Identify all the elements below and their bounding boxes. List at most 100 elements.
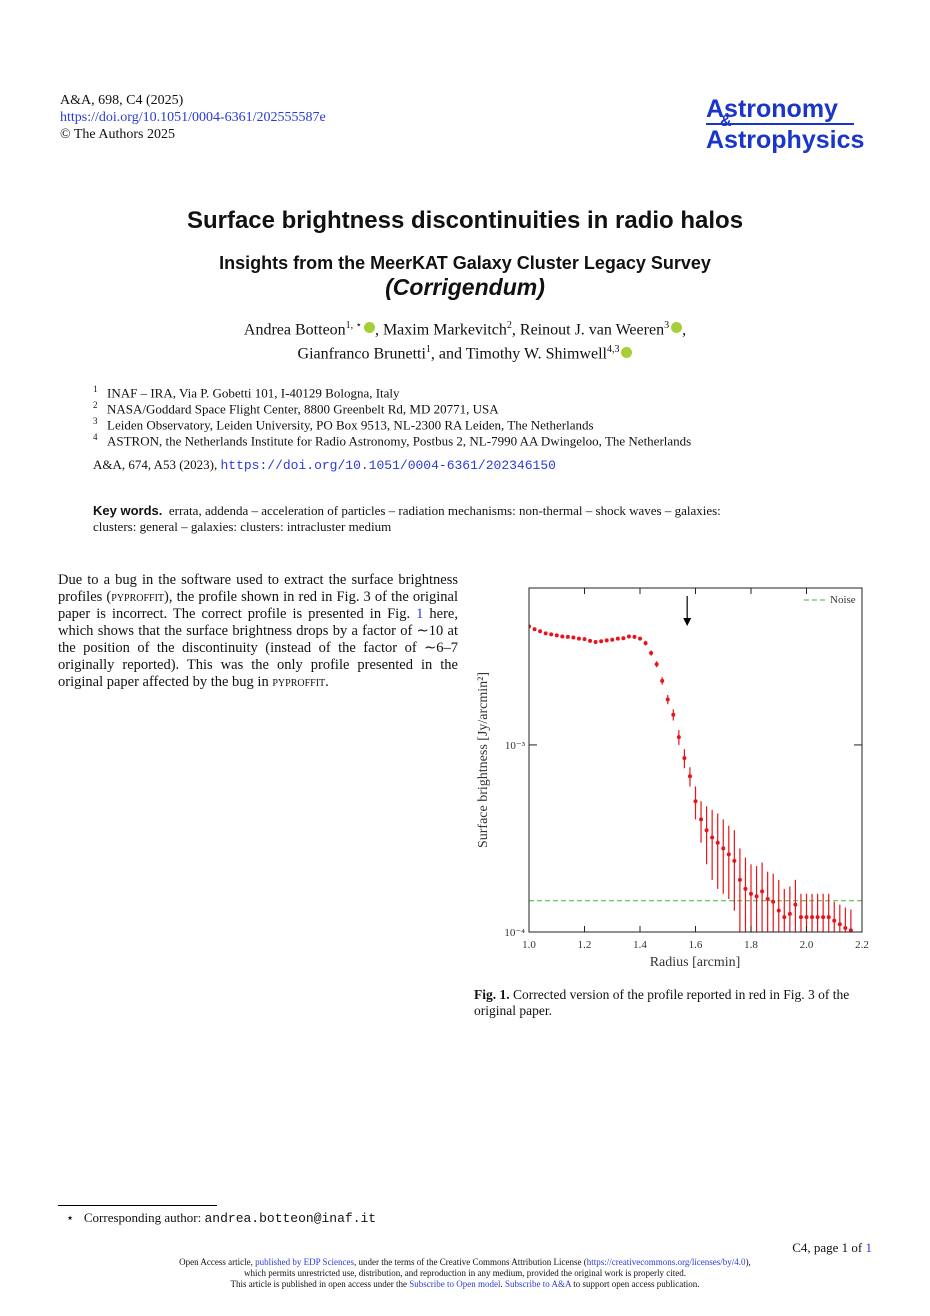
link[interactable]: published by EDP Sciences [255, 1257, 355, 1267]
data-point [826, 915, 831, 920]
separator: , [374, 321, 379, 339]
author: Timothy W. Shimwell [465, 345, 607, 363]
orcid-icon[interactable] [621, 346, 633, 358]
data-point [621, 636, 626, 641]
orcid-icon[interactable] [363, 322, 375, 334]
chart: Radius [arcmin] Surface brightness [Jy/a… [476, 587, 869, 970]
data-point [649, 651, 654, 656]
license-line: which permits unrestricted use, distribu… [0, 1268, 930, 1279]
data-point [798, 915, 803, 920]
data-point [682, 756, 687, 761]
text: here, which shows that the surface brigh… [58, 606, 458, 690]
data-point [593, 639, 598, 644]
keywords-label: Key words. [93, 503, 163, 518]
data-point [615, 636, 620, 641]
data-point [543, 631, 548, 636]
author-aff: 3 [664, 320, 670, 331]
paper-title: Surface brightness discontinuities in ra… [186, 207, 744, 234]
data-point [626, 634, 631, 639]
data-point [715, 840, 720, 845]
text: ), the profile shown in red in Fig. 3 of… [58, 589, 459, 622]
plot-area [529, 624, 862, 932]
aff-text: Leiden Observatory, Leiden University, P… [107, 417, 594, 433]
software: pyproffit [111, 589, 165, 605]
doi-link[interactable]: https://doi.org/10.1051/0004-6361/202555… [60, 110, 326, 125]
email[interactable]: andrea.botteon@inaf.it [204, 1211, 377, 1226]
data-point [576, 636, 581, 641]
footnote-rule [58, 1205, 217, 1206]
data-point [837, 922, 842, 927]
legend-label: Noise [830, 594, 856, 606]
data-point [760, 889, 765, 894]
original-reference: A&A, 674, A53 (2023), https://doi.org/10… [93, 457, 556, 473]
link[interactable]: Subscribe to Open model [409, 1279, 501, 1289]
separator: , [511, 321, 516, 339]
subtitle-corrigendum: (Corrigendum) [385, 274, 545, 300]
authors: Andrea Botteon1, ⋆, Maxim Markevitch2, R… [0, 316, 930, 365]
data-point [804, 915, 809, 920]
data-point [676, 735, 681, 740]
x-axis-label: Radius [arcmin] [650, 955, 741, 970]
affiliation: 1 INAF – IRA, Via P. Gobetti 101, I-40129… [93, 381, 400, 401]
text: . [500, 1279, 505, 1289]
body-text: Due to a bug in the software used to ext… [58, 572, 458, 691]
text: ), [745, 1257, 751, 1267]
y-tick-label: 10⁻³ [505, 740, 526, 752]
affiliation: 2 NASA/Goddard Space Flight Center, 8800 … [93, 397, 499, 417]
logo-top: Astronomy [706, 95, 854, 125]
author: Maxim Markevitch [382, 321, 507, 339]
license-line: Open Access article, published by EDP Sc… [0, 1257, 930, 1268]
ref-link[interactable]: https://doi.org/10.1051/0004-6361/202346… [220, 458, 556, 473]
separator: , [682, 321, 687, 339]
data-point [787, 911, 792, 916]
text: which permits unrestricted use, distribu… [244, 1268, 686, 1278]
arrow-head [683, 618, 692, 626]
data-point [665, 697, 670, 702]
data-point [654, 662, 659, 667]
text: This article is published in open access… [230, 1279, 410, 1289]
orcid-icon[interactable] [671, 322, 683, 334]
data-point [632, 634, 637, 639]
footnote-text: Corresponding author: [83, 1210, 202, 1225]
data-point [699, 817, 704, 822]
text: , under the terms of the Creative Common… [354, 1257, 587, 1267]
page-link[interactable]: 1 [865, 1240, 873, 1255]
journal-ref: A&A, 698, C4 (2025) [60, 93, 184, 108]
data-point [599, 639, 604, 644]
author-aff: 4,3 [606, 344, 620, 356]
author: Reinout J. van Weeren [519, 321, 665, 339]
author: Gianfranco Brunetti [297, 345, 426, 363]
text: to support open access publication. [570, 1279, 700, 1289]
data-point [571, 635, 576, 640]
figure-link[interactable]: 1 [416, 606, 424, 622]
logo-amp: & [720, 113, 732, 130]
aff-num: 3 [93, 416, 98, 426]
data-point [549, 632, 554, 637]
data-point [843, 926, 848, 931]
journal-logo: Astronomy & Astrophysics [706, 95, 872, 155]
page-number: C4, page 1 of 1 [792, 1240, 872, 1256]
logo-bottom: Astrophysics [706, 126, 865, 154]
y-axis-label: Surface brightness [Jy/arcmin²] [476, 672, 491, 848]
link[interactable]: https://creativecommons.org/licenses/by/… [586, 1257, 746, 1267]
copyright: © The Authors 2025 [60, 127, 175, 142]
x-tick-label: 2.2 [855, 939, 869, 951]
data-point [721, 846, 726, 851]
aff-text: ASTRON, the Netherlands Institute for Ra… [107, 433, 692, 449]
data-point [737, 877, 742, 882]
data-point [588, 638, 593, 643]
link[interactable]: Subscribe to A&A [504, 1279, 571, 1289]
x-tick-label: 1.6 [689, 939, 703, 951]
aff-text: INAF – IRA, Via P. Gobetti 101, I-40129 … [107, 385, 400, 401]
data-point [710, 835, 715, 840]
footnote-mark: ⋆ [66, 1210, 75, 1225]
data-point [604, 638, 609, 643]
caption-label: Fig. 1. [474, 987, 510, 1002]
x-tick-label: 1.2 [578, 939, 592, 951]
data-point [554, 633, 559, 638]
x-tick-label: 1.0 [522, 939, 536, 951]
subtitle: Insights from the MeerKAT Galaxy Cluster… [219, 253, 711, 273]
data-point [693, 799, 698, 804]
